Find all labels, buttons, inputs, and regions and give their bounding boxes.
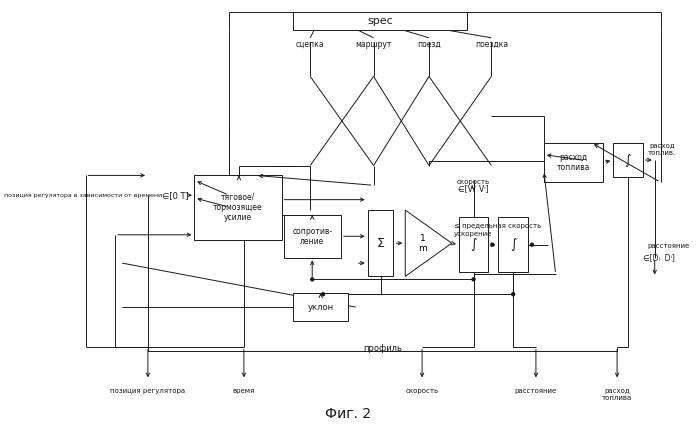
Text: позиция регулятора в зависимости от времени: позиция регулятора в зависимости от врем… xyxy=(4,193,162,198)
Bar xyxy=(613,143,643,178)
Text: скорость: скорость xyxy=(405,388,439,394)
Text: ∈[Vᵢ  Vⁱ]: ∈[Vᵢ Vⁱ] xyxy=(458,184,489,193)
Text: ∫: ∫ xyxy=(510,238,517,251)
Circle shape xyxy=(491,243,494,246)
Circle shape xyxy=(531,243,533,246)
Text: расстояние: расстояние xyxy=(514,388,557,394)
Bar xyxy=(368,210,393,276)
Text: расстояние: расстояние xyxy=(648,243,690,249)
Text: spec: spec xyxy=(367,16,393,26)
Text: тяговое/
тормозящее
усилие: тяговое/ тормозящее усилие xyxy=(214,193,262,222)
Text: поезд: поезд xyxy=(417,40,441,49)
Text: ≤ предельная скорость: ≤ предельная скорость xyxy=(454,223,541,229)
Text: поездка: поездка xyxy=(475,40,508,49)
Text: Σ: Σ xyxy=(377,237,384,250)
Text: уклон: уклон xyxy=(307,303,334,312)
Text: ∈[Dᵢ  Dⁱ]: ∈[Dᵢ Dⁱ] xyxy=(643,253,675,262)
Circle shape xyxy=(512,293,514,296)
Text: скорость: скорость xyxy=(457,179,490,185)
Bar xyxy=(458,217,489,273)
Text: ∫: ∫ xyxy=(470,238,477,251)
Text: ∫: ∫ xyxy=(624,154,631,166)
Bar xyxy=(544,143,603,182)
Text: сопротив-
ление: сопротив- ление xyxy=(292,227,332,246)
Polygon shape xyxy=(405,210,452,276)
Bar xyxy=(284,215,341,258)
Text: профиль: профиль xyxy=(363,344,402,353)
Text: 1
m: 1 m xyxy=(419,233,427,253)
Bar xyxy=(293,12,467,30)
Text: Фиг. 2: Фиг. 2 xyxy=(325,407,371,421)
Text: сцепка: сцепка xyxy=(296,40,325,49)
Bar xyxy=(195,175,281,240)
Text: ускорение: ускорение xyxy=(454,231,492,237)
Text: расход
топлив.: расход топлив. xyxy=(648,143,676,156)
Text: ∈[0 T]: ∈[0 T] xyxy=(162,190,188,200)
Circle shape xyxy=(472,278,475,281)
Circle shape xyxy=(311,278,314,281)
Bar xyxy=(293,293,348,321)
Bar xyxy=(498,217,528,273)
Text: позиция регулятора: позиция регулятора xyxy=(111,388,186,394)
Text: время: время xyxy=(233,388,255,394)
Circle shape xyxy=(321,293,325,296)
Text: расход
топлива: расход топлива xyxy=(556,153,590,172)
Text: маршрут: маршрут xyxy=(356,40,392,49)
Text: расход
топлива: расход топлива xyxy=(602,388,632,401)
